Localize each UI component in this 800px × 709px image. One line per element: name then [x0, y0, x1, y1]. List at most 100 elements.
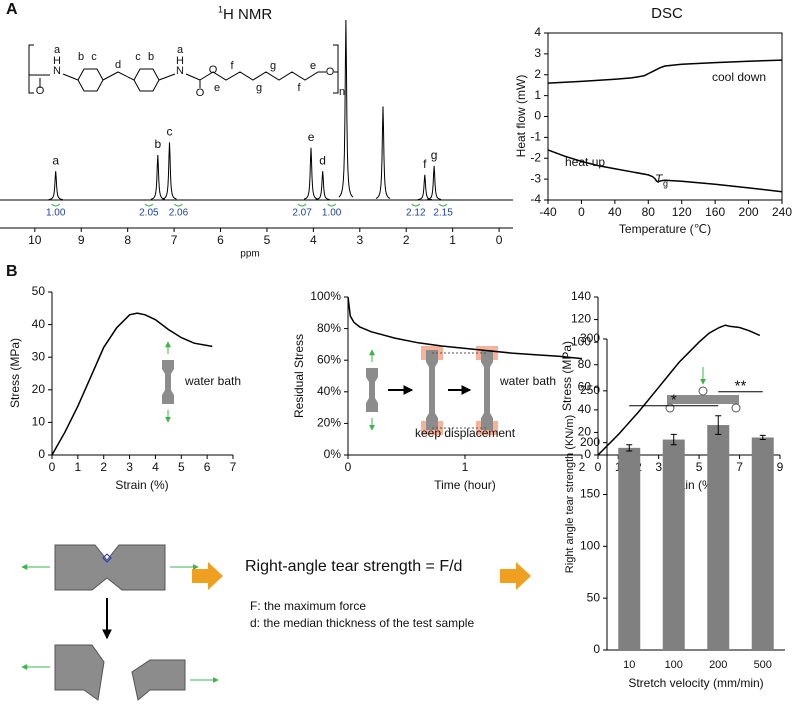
- structure-label: f: [297, 82, 301, 94]
- peak: [417, 174, 432, 201]
- x-axis-label: Temperature (℃): [619, 222, 711, 236]
- peak: [375, 106, 391, 199]
- x-tick-label: 3: [356, 233, 363, 247]
- structure-label: e: [310, 60, 316, 72]
- peak: [315, 171, 330, 200]
- x-tick-label: 4: [310, 233, 317, 247]
- y-tick-label: 30: [32, 349, 46, 363]
- x-tick-label: 500: [754, 659, 772, 671]
- integral-mark: [144, 203, 154, 207]
- formula: Right-angle tear strength = F/d: [245, 558, 462, 575]
- x-tick-label: 0: [49, 460, 56, 474]
- y-tick-label: 0%: [324, 447, 342, 461]
- annotation: T: [655, 172, 664, 186]
- bar: [618, 447, 641, 650]
- x-tick-label: 1: [462, 460, 469, 474]
- integral-label: 1.00: [322, 208, 342, 219]
- x-tick-label: 200: [709, 659, 727, 671]
- structure-label: c: [135, 51, 141, 63]
- x-axis-label: ppm: [240, 249, 259, 260]
- line: [51, 312, 213, 456]
- x-tick-label: 40: [608, 205, 622, 219]
- bending-icon: [665, 367, 741, 413]
- x-tick-label: 1: [449, 233, 456, 247]
- peak: [150, 154, 165, 200]
- structure-label: O: [326, 66, 335, 78]
- structure-label: b: [78, 51, 84, 63]
- x-axis-label: Stretch velocity (mm/min): [628, 676, 763, 690]
- peak: [427, 165, 442, 200]
- integral-mark: [438, 203, 448, 207]
- y-tick-label: -3: [530, 171, 541, 185]
- peak-label: f: [423, 157, 427, 171]
- x-tick-label: 200: [739, 205, 759, 219]
- panel-label: B: [6, 263, 18, 280]
- peak-label: b: [155, 137, 162, 151]
- y-tick-label: 50: [32, 284, 46, 298]
- x-tick-label: 100: [665, 659, 683, 671]
- x-tick-label: 7: [230, 460, 237, 474]
- error-bar: [715, 415, 722, 435]
- chart-title: H NMR: [223, 6, 272, 23]
- y-tick-label: 300: [580, 331, 600, 345]
- structure: [28, 44, 339, 94]
- bar: [662, 439, 685, 650]
- y-tick-label: 20: [578, 425, 592, 439]
- y-tick-label: 3: [534, 46, 541, 60]
- y-axis-label: Right angle tear strength (KN/m): [564, 415, 576, 573]
- y-tick-label: 2: [534, 67, 541, 81]
- y-tick-label: 200: [580, 435, 600, 449]
- x-tick-label: 2: [579, 460, 586, 474]
- x-tick-label: 0: [578, 205, 585, 219]
- significance-label: *: [671, 392, 677, 409]
- x-tick-label: 0: [345, 460, 352, 474]
- x-tick-label: 240: [772, 205, 792, 219]
- peak: [303, 147, 319, 200]
- structure-label: O: [36, 85, 45, 97]
- y-tick-label: 120: [571, 312, 591, 326]
- y-tick-label: 0: [584, 447, 591, 461]
- y-tick-label: 0: [534, 109, 541, 123]
- x-tick-label: 8: [124, 233, 131, 247]
- error-bar: [626, 444, 633, 452]
- residual-icon: [366, 346, 498, 435]
- x-tick-label: 0: [595, 460, 602, 474]
- y-axis-label: Heat flow (mW): [514, 75, 528, 158]
- x-tick-label: 2: [100, 460, 107, 474]
- x-tick-label: 0: [496, 233, 503, 247]
- y-tick-label: -4: [530, 192, 541, 206]
- line: [597, 324, 761, 456]
- y-axis-label: Stress (MPa): [560, 341, 574, 411]
- y-tick-label: 20%: [317, 416, 341, 430]
- x-tick-label: 1: [75, 460, 82, 474]
- x-tick-label: 160: [705, 205, 725, 219]
- integral-label: 2.05: [139, 208, 159, 219]
- specimen-icon: [162, 341, 174, 423]
- x-tick-label: 80: [642, 205, 656, 219]
- x-axis-label: Time (hour): [434, 478, 496, 492]
- x-tick-label: 9: [78, 233, 85, 247]
- line: [547, 149, 783, 193]
- y-tick-label: 150: [580, 487, 600, 501]
- y-tick-label: 40: [32, 317, 46, 331]
- y-tick-label: 20: [32, 382, 46, 396]
- x-tick-label: 5: [696, 460, 703, 474]
- structure-label: N: [53, 65, 61, 77]
- panel-label: A: [6, 1, 18, 18]
- peak: [338, 19, 354, 198]
- y-tick-label: 40%: [317, 384, 341, 398]
- integral-label: 1.00: [46, 208, 66, 219]
- peak-label: a: [52, 153, 59, 167]
- structure-label: e: [214, 82, 220, 94]
- error-bar: [670, 433, 677, 446]
- x-axis-label: Strain (%): [115, 478, 168, 492]
- x-tick-label: -40: [539, 205, 557, 219]
- y-tick-label: 0: [38, 447, 45, 461]
- integral-label: 2.06: [169, 208, 189, 219]
- structure-label: H: [176, 55, 184, 67]
- y-tick-label: 250: [580, 383, 600, 397]
- x-tick-label: 7: [171, 233, 178, 247]
- y-tick-label: 80%: [317, 321, 341, 335]
